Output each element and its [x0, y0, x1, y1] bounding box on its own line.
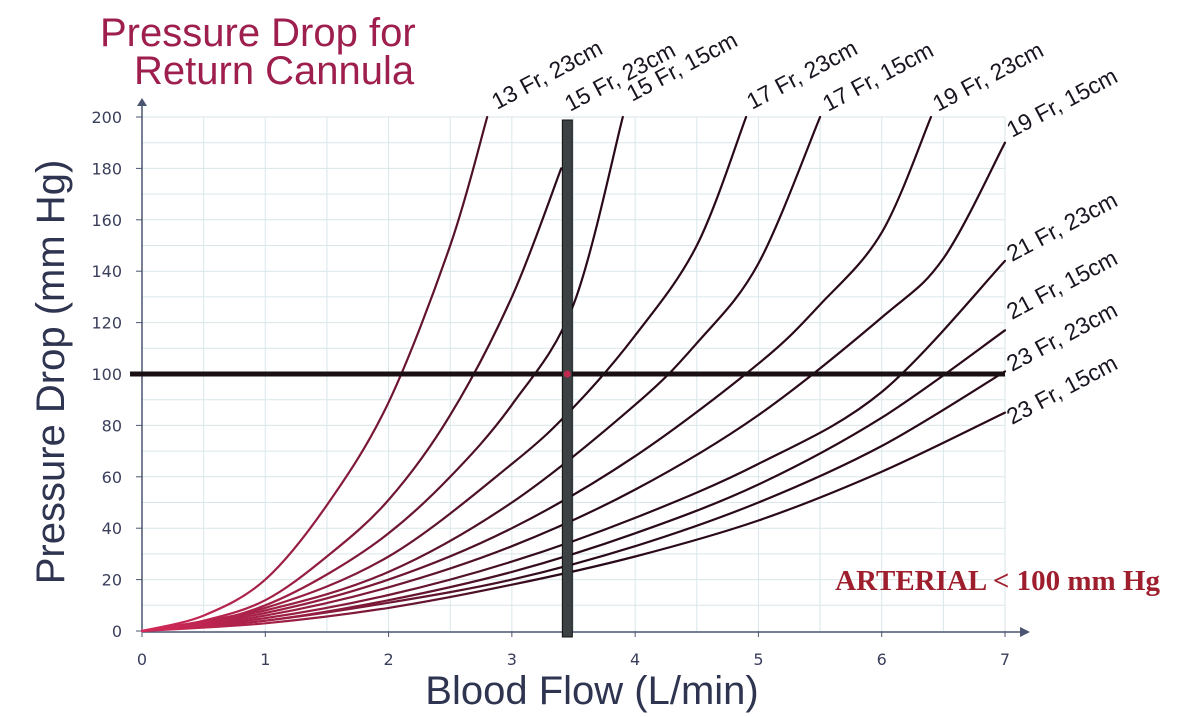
tick-labels: 0 1 2 3 4 5 6 7 0 20 40 60 80 100 120 140 160 180 200: [91, 108, 1010, 669]
arterial-annotation: ARTERIAL < 100 mm Hg: [835, 565, 1160, 597]
y-axis-label: Pressure Drop (mm Hg): [29, 160, 73, 585]
y-tick-label: 120: [91, 314, 122, 333]
axes: [137, 98, 1030, 637]
curve-7: [140, 141, 1007, 633]
reference-intersection-dot: [563, 370, 571, 378]
curve-11: [140, 411, 1007, 633]
chart-title-line-2: Return Cannula: [134, 49, 415, 93]
y-tick-label: 140: [91, 262, 122, 281]
x-tick-label: 6: [877, 650, 887, 669]
y-axis-arrow: [137, 98, 147, 106]
y-tick-label: 60: [102, 468, 122, 487]
curve-1: [140, 115, 489, 633]
y-tick-label: 200: [91, 108, 122, 127]
x-tick-label: 7: [1000, 650, 1010, 669]
curve-10: [140, 370, 1007, 633]
x-tick-label: 3: [507, 650, 517, 669]
vertical-reference-bar: [561, 119, 573, 638]
y-tick-label: 100: [91, 365, 122, 384]
curve-8: [140, 259, 1007, 633]
curves: [140, 115, 1007, 633]
curve-2: [140, 167, 563, 633]
y-tick-label: 0: [112, 622, 122, 641]
y-tick-label: 160: [91, 211, 122, 230]
x-tick-label: 4: [630, 650, 640, 669]
y-tick-label: 180: [91, 159, 122, 178]
x-tick-label: 5: [753, 650, 763, 669]
x-axis-arrow: [1020, 627, 1030, 637]
y-tick-label: 40: [102, 519, 122, 538]
curve-label-7: 19 Fr, 15cm: [1002, 62, 1121, 142]
chart-title-line-1: Pressure Drop for: [100, 11, 416, 55]
x-tick-label: 1: [260, 650, 270, 669]
x-tick-label: 0: [137, 650, 147, 669]
y-tick-label: 20: [102, 571, 122, 590]
curve-4: [140, 115, 748, 633]
x-axis-label: Blood Flow (L/min): [425, 669, 758, 713]
y-tick-label: 80: [102, 416, 122, 435]
curve-6: [140, 115, 933, 633]
reference-lines: [130, 119, 1005, 638]
x-tick-label: 2: [383, 650, 393, 669]
